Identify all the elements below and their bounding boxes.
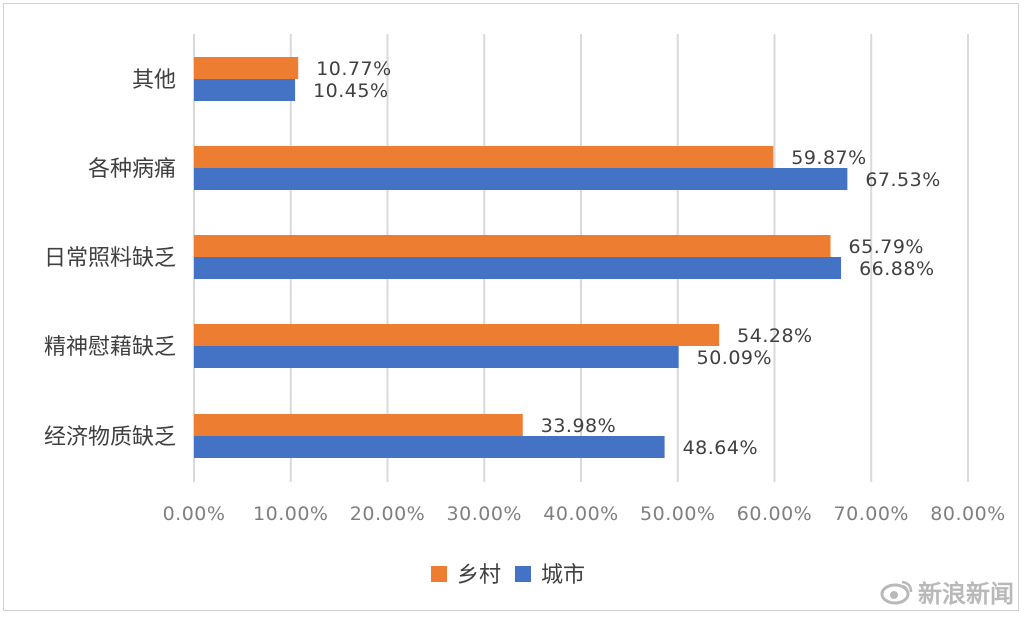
x-tick-label: 70.00%	[834, 503, 909, 525]
data-label: 10.45%	[313, 80, 388, 102]
legend-swatch	[431, 566, 447, 582]
x-tick-label: 10.00%	[253, 503, 328, 525]
gridlines	[193, 34, 969, 482]
bar-rural	[194, 324, 720, 346]
bar-urban	[194, 346, 679, 368]
bar-rural	[194, 414, 523, 436]
category-label: 其他	[132, 68, 176, 93]
chart-frame	[3, 3, 1019, 611]
x-tick-label: 0.00%	[163, 503, 226, 525]
x-tick-label: 20.00%	[350, 503, 425, 525]
category-label: 各种病痛	[88, 157, 176, 182]
bar-urban	[194, 79, 296, 101]
category-label: 日常照料缺乏	[44, 246, 176, 271]
data-label: 10.77%	[316, 58, 391, 80]
bar-urban	[194, 168, 848, 190]
data-label: 48.64%	[683, 437, 758, 459]
bar-rural	[194, 146, 774, 168]
category-label: 经济物质缺乏	[44, 425, 176, 450]
category-label: 精神慰藉缺乏	[44, 335, 176, 360]
data-label: 65.79%	[849, 236, 924, 258]
data-label: 33.98%	[541, 415, 616, 437]
x-tick-label: 40.00%	[543, 503, 618, 525]
bar-rural	[194, 235, 831, 257]
data-label: 59.87%	[791, 147, 866, 169]
watermark-text: 新浪新闻	[918, 580, 1014, 608]
legend-label: 乡村	[457, 563, 501, 588]
bar-urban	[194, 257, 842, 279]
data-label: 66.88%	[859, 258, 934, 280]
x-tick-label: 80.00%	[930, 503, 1005, 525]
data-label: 50.09%	[697, 347, 772, 369]
legend-label: 城市	[541, 563, 585, 588]
weibo-eye-icon	[880, 580, 913, 604]
legend: 乡村 城市	[431, 563, 585, 588]
x-tick-label: 60.00%	[737, 503, 812, 525]
bar-rural	[194, 57, 299, 79]
bar-urban	[194, 436, 665, 458]
watermark: 新浪新闻	[880, 574, 1014, 609]
x-tick-label: 50.00%	[640, 503, 715, 525]
data-label: 54.28%	[737, 325, 812, 347]
legend-swatch	[515, 566, 531, 582]
data-label: 67.53%	[865, 169, 940, 191]
x-tick-label: 30.00%	[447, 503, 522, 525]
